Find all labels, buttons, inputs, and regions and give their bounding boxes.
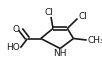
Text: Cl: Cl	[44, 8, 53, 17]
Text: CH₃: CH₃	[88, 36, 102, 45]
Text: NH: NH	[53, 49, 67, 58]
Text: HO: HO	[6, 43, 20, 52]
Text: Cl: Cl	[79, 12, 87, 21]
Text: O: O	[13, 25, 20, 34]
